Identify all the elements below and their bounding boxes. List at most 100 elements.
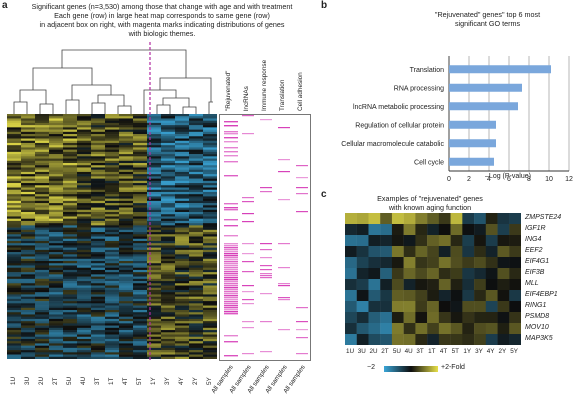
heatmap-cell [49,325,64,329]
heatmap-cell [147,196,162,199]
heatmap-cell [175,269,190,273]
heatmap-cell [77,343,92,346]
heatmap-cell [105,183,120,186]
heatmap-cell [7,225,22,228]
gene-cell [415,224,428,236]
gene-cell [450,279,463,291]
heatmap-cell [91,298,106,302]
gene-cell [403,224,416,236]
heatmap-cell [161,200,176,204]
heatmap-cell [189,247,204,251]
heatmap-cell [77,156,92,159]
heatmap-cell [105,318,120,322]
heatmap-cell [49,258,64,262]
heatmap-cell [7,287,22,291]
theme-mark [224,281,238,283]
theme-mark [224,151,238,153]
heatmap-cell [161,298,176,302]
heatmap-cell [161,122,176,126]
heatmap-cell [63,131,78,135]
heatmap-cell [175,167,190,170]
heatmap-cell [203,334,217,338]
heatmap-cell [77,252,92,255]
heatmap-cell [203,165,217,168]
heatmap-cell [203,336,217,340]
heatmap-cell [21,147,36,150]
heatmap-cell [7,176,22,179]
gene-cell [497,257,510,269]
heatmap-cell [161,129,176,133]
heatmap-cell [63,218,78,222]
heatmap-cell [119,154,134,157]
heatmap-cell [63,347,78,351]
heatmap-cell [91,118,106,121]
heatmap-cell [203,171,217,175]
bar [449,65,551,74]
heatmap-cell [189,203,204,206]
category-label: Translation [410,67,444,74]
heatmap-cell [175,336,190,340]
heatmap-cell [63,252,78,255]
heatmap-cell [175,249,190,253]
heatmap-cell [133,276,148,280]
heatmap-cell [21,243,36,246]
heatmap-cell [35,196,50,199]
heatmap-cell [119,122,134,126]
heatmap-cell [7,310,22,313]
gene-cell [356,257,369,269]
heatmap-cell [105,116,120,119]
heatmap-cell [49,350,64,353]
heatmap-cell [91,236,106,240]
heatmap-cell [105,287,120,291]
heatmap-cell [35,223,50,226]
heatmap-cell [7,238,22,242]
heatmap-cell [147,120,162,124]
heatmap-cell [119,158,134,162]
heatmap-cell [203,323,217,326]
heatmap-cell [35,267,50,271]
heatmap-cell [91,343,106,346]
heatmap-cell [119,214,134,217]
heatmap-cell [35,176,50,179]
heatmap-cell [119,334,134,338]
heatmap-cell [91,220,106,224]
caption-line-2: Each gene (row) in large heat map corres… [54,11,270,20]
gene-cell [485,224,498,236]
heatmap-cell [119,310,134,313]
heatmap-cell [35,151,50,155]
heatmap-cell [35,325,50,329]
heatmap-cell [133,294,148,297]
heatmap-cell [189,303,204,306]
heatmap-cell [189,312,204,315]
heatmap-cell [91,234,106,237]
heatmap-cell [91,240,106,244]
gene-cell [415,334,428,345]
heatmap-cell [21,249,36,253]
heatmap-cell [77,327,92,331]
heatmap-cell [35,183,50,186]
heatmap-cell [21,314,36,317]
heatmap-cell [35,214,50,217]
heatmap-cell [7,345,22,349]
theme-mark [224,305,238,307]
heatmap-cell [49,249,64,253]
heatmap-cell [119,336,134,340]
heatmap-cell [147,278,162,282]
gene-label: EEF2 [525,247,543,254]
heatmap-cell [133,229,148,233]
heatmap-cell [77,180,92,184]
heatmap-cell [189,176,204,179]
heatmap-cell [105,314,120,317]
heatmap-cell [105,352,120,355]
column-label: 5Y [206,377,213,385]
gene-cell [474,323,486,335]
heatmap-cell [105,158,120,162]
theme-mark [224,289,238,291]
heatmap-cell [189,232,204,235]
heatmap-cell [7,269,22,273]
theme-mark [260,265,272,267]
theme-mark [242,353,254,355]
heatmap-cell [63,145,78,148]
heatmap-cell [7,154,22,157]
heatmap-cell [189,332,204,335]
